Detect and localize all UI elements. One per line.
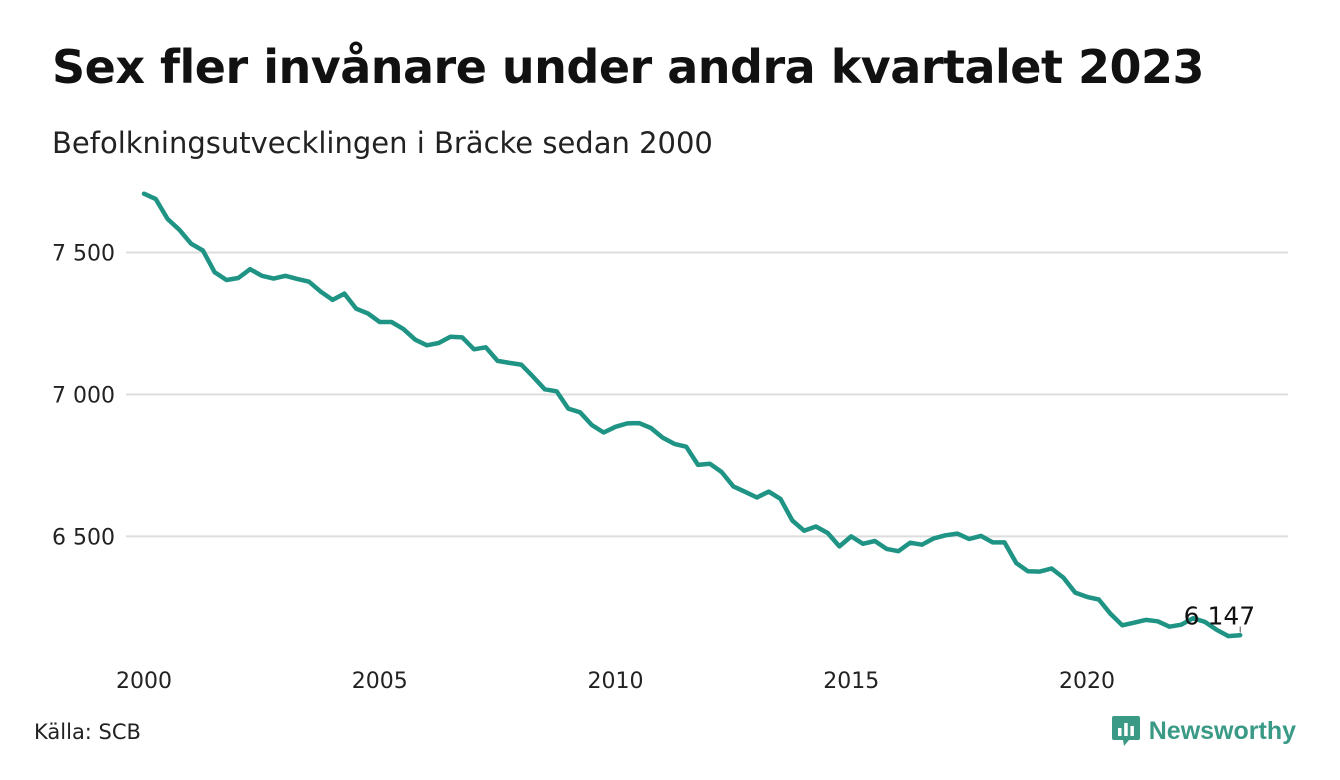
chart-subtitle: Befolkningsutvecklingen i Bräcke sedan 2…: [52, 126, 713, 160]
y-tick-label: 7 500: [52, 241, 115, 266]
chart-title: Sex fler invånare under andra kvartalet …: [52, 40, 1205, 94]
annotation-group: 6 147: [1184, 602, 1256, 633]
x-tick-label: 2020: [1059, 669, 1115, 694]
y-tick-label: 6 500: [52, 525, 115, 550]
newsworthy-logo: Newsworthy: [1111, 714, 1296, 748]
x-tick-label: 2015: [823, 669, 879, 694]
y-axis: 6 500 7 000 7 500: [52, 241, 115, 550]
source-note: Källa: SCB: [34, 720, 141, 744]
last-value-label: 6 147: [1184, 602, 1256, 631]
x-tick-label: 2010: [587, 669, 643, 694]
brand-name: Newsworthy: [1148, 716, 1296, 745]
x-tick-label: 2000: [116, 669, 172, 694]
line-chart: 6 500 7 000 7 500 2000 2005 2010 2015 2020 6 1…: [52, 191, 1288, 694]
x-tick-label: 2005: [352, 669, 408, 694]
y-tick-label: 7 000: [52, 383, 115, 408]
series-group: [141, 191, 1243, 639]
x-axis: 2000 2005 2010 2015 2020: [116, 669, 1115, 694]
grid-lines: [126, 251, 1288, 538]
series-line: [141, 191, 1243, 639]
newsworthy-logo-icon: [1111, 716, 1140, 746]
